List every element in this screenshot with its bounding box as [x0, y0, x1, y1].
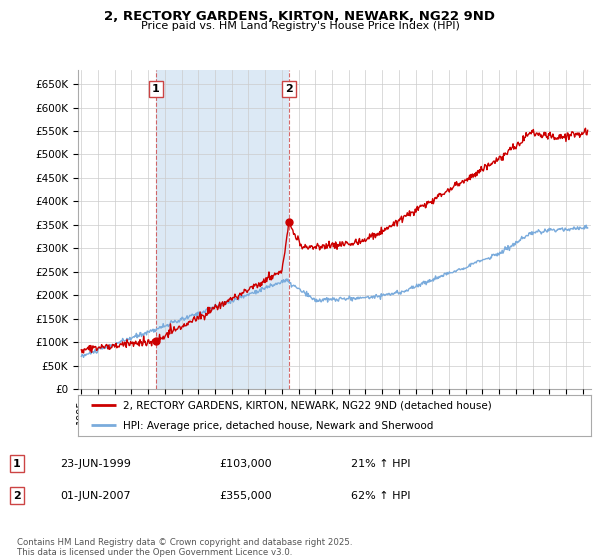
- Text: 2: 2: [13, 491, 20, 501]
- Text: Contains HM Land Registry data © Crown copyright and database right 2025.
This d: Contains HM Land Registry data © Crown c…: [17, 538, 352, 557]
- Text: 62% ↑ HPI: 62% ↑ HPI: [351, 491, 410, 501]
- Text: 1: 1: [13, 459, 20, 469]
- Text: 23-JUN-1999: 23-JUN-1999: [60, 459, 131, 469]
- Text: 2, RECTORY GARDENS, KIRTON, NEWARK, NG22 9ND (detached house): 2, RECTORY GARDENS, KIRTON, NEWARK, NG22…: [123, 401, 492, 411]
- Text: 2, RECTORY GARDENS, KIRTON, NEWARK, NG22 9ND: 2, RECTORY GARDENS, KIRTON, NEWARK, NG22…: [104, 10, 496, 23]
- Text: HPI: Average price, detached house, Newark and Sherwood: HPI: Average price, detached house, Newa…: [123, 421, 434, 431]
- Text: 1: 1: [152, 84, 160, 94]
- Text: £355,000: £355,000: [219, 491, 272, 501]
- Text: 21% ↑ HPI: 21% ↑ HPI: [351, 459, 410, 469]
- Text: 2: 2: [285, 84, 293, 94]
- Text: Price paid vs. HM Land Registry's House Price Index (HPI): Price paid vs. HM Land Registry's House …: [140, 21, 460, 31]
- Text: 01-JUN-2007: 01-JUN-2007: [60, 491, 131, 501]
- Text: £103,000: £103,000: [219, 459, 272, 469]
- Bar: [156, 70, 289, 389]
